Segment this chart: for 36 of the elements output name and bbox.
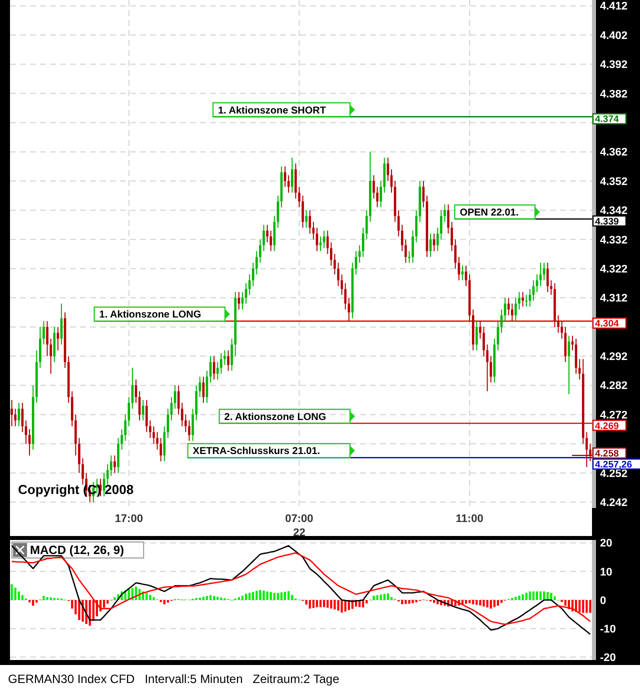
y-tick-label: 4.282 <box>600 380 628 392</box>
ref-line-label: 4.339 <box>595 216 619 228</box>
annotation: OPEN 22.01. <box>460 207 519 218</box>
annotation: XETRA-Schlusskurs 21.01. <box>192 446 320 458</box>
y-tick-label: -10 <box>600 623 616 636</box>
x-tick-label: 11:00 <box>456 513 484 525</box>
ref-line-label: 4.374 <box>595 114 620 126</box>
y-tick-label: 4.242 <box>600 497 628 510</box>
y-tick-label: 4.272 <box>600 409 628 422</box>
text: GERMAN30 Index CFD Intervall:5 Minuten Zeitraum:2 Tage <box>8 672 340 686</box>
y-tick-label: -20 <box>600 652 616 664</box>
ref-line-label: 4.257,26 <box>595 459 632 470</box>
ref-line-label: 4.304 <box>595 318 620 330</box>
y-tick-label: 4.292 <box>600 351 628 364</box>
chart-title: MACD (12, 26, 9) <box>30 543 124 558</box>
y-tick-label: 20 <box>600 538 612 550</box>
x-tick-label: 07:00 22 <box>285 513 314 539</box>
y-tick-label: 4.312 <box>600 292 628 305</box>
x-tick-label: 17:00 <box>114 513 143 525</box>
y-tick-label: 0 <box>600 594 606 607</box>
y-tick-label: 4.382 <box>600 88 628 100</box>
y-tick-label: 4.352 <box>600 176 628 188</box>
y-tick-label: 4.252 <box>600 468 628 480</box>
y-tick-label: 4.392 <box>600 59 628 72</box>
y-tick-label: 4.332 <box>600 234 628 246</box>
ref-line-label: 4.269 <box>595 420 619 432</box>
y-tick-label: 10 <box>600 566 612 578</box>
y-tick-label: 4.322 <box>600 263 628 276</box>
y-tick-label: 4.412 <box>600 0 628 13</box>
ref-line-label: 4.258 <box>595 448 619 460</box>
y-tick-label: 4.342 <box>600 205 628 218</box>
y-tick-label: 4.402 <box>600 30 628 42</box>
annotation: 2. Aktionszone LONG <box>224 412 326 423</box>
y-tick-label: 4.362 <box>600 146 628 159</box>
annotation: 1. Aktionszone LONG <box>99 310 202 321</box>
annotation: 1. Aktionszone SHORT <box>218 105 326 116</box>
